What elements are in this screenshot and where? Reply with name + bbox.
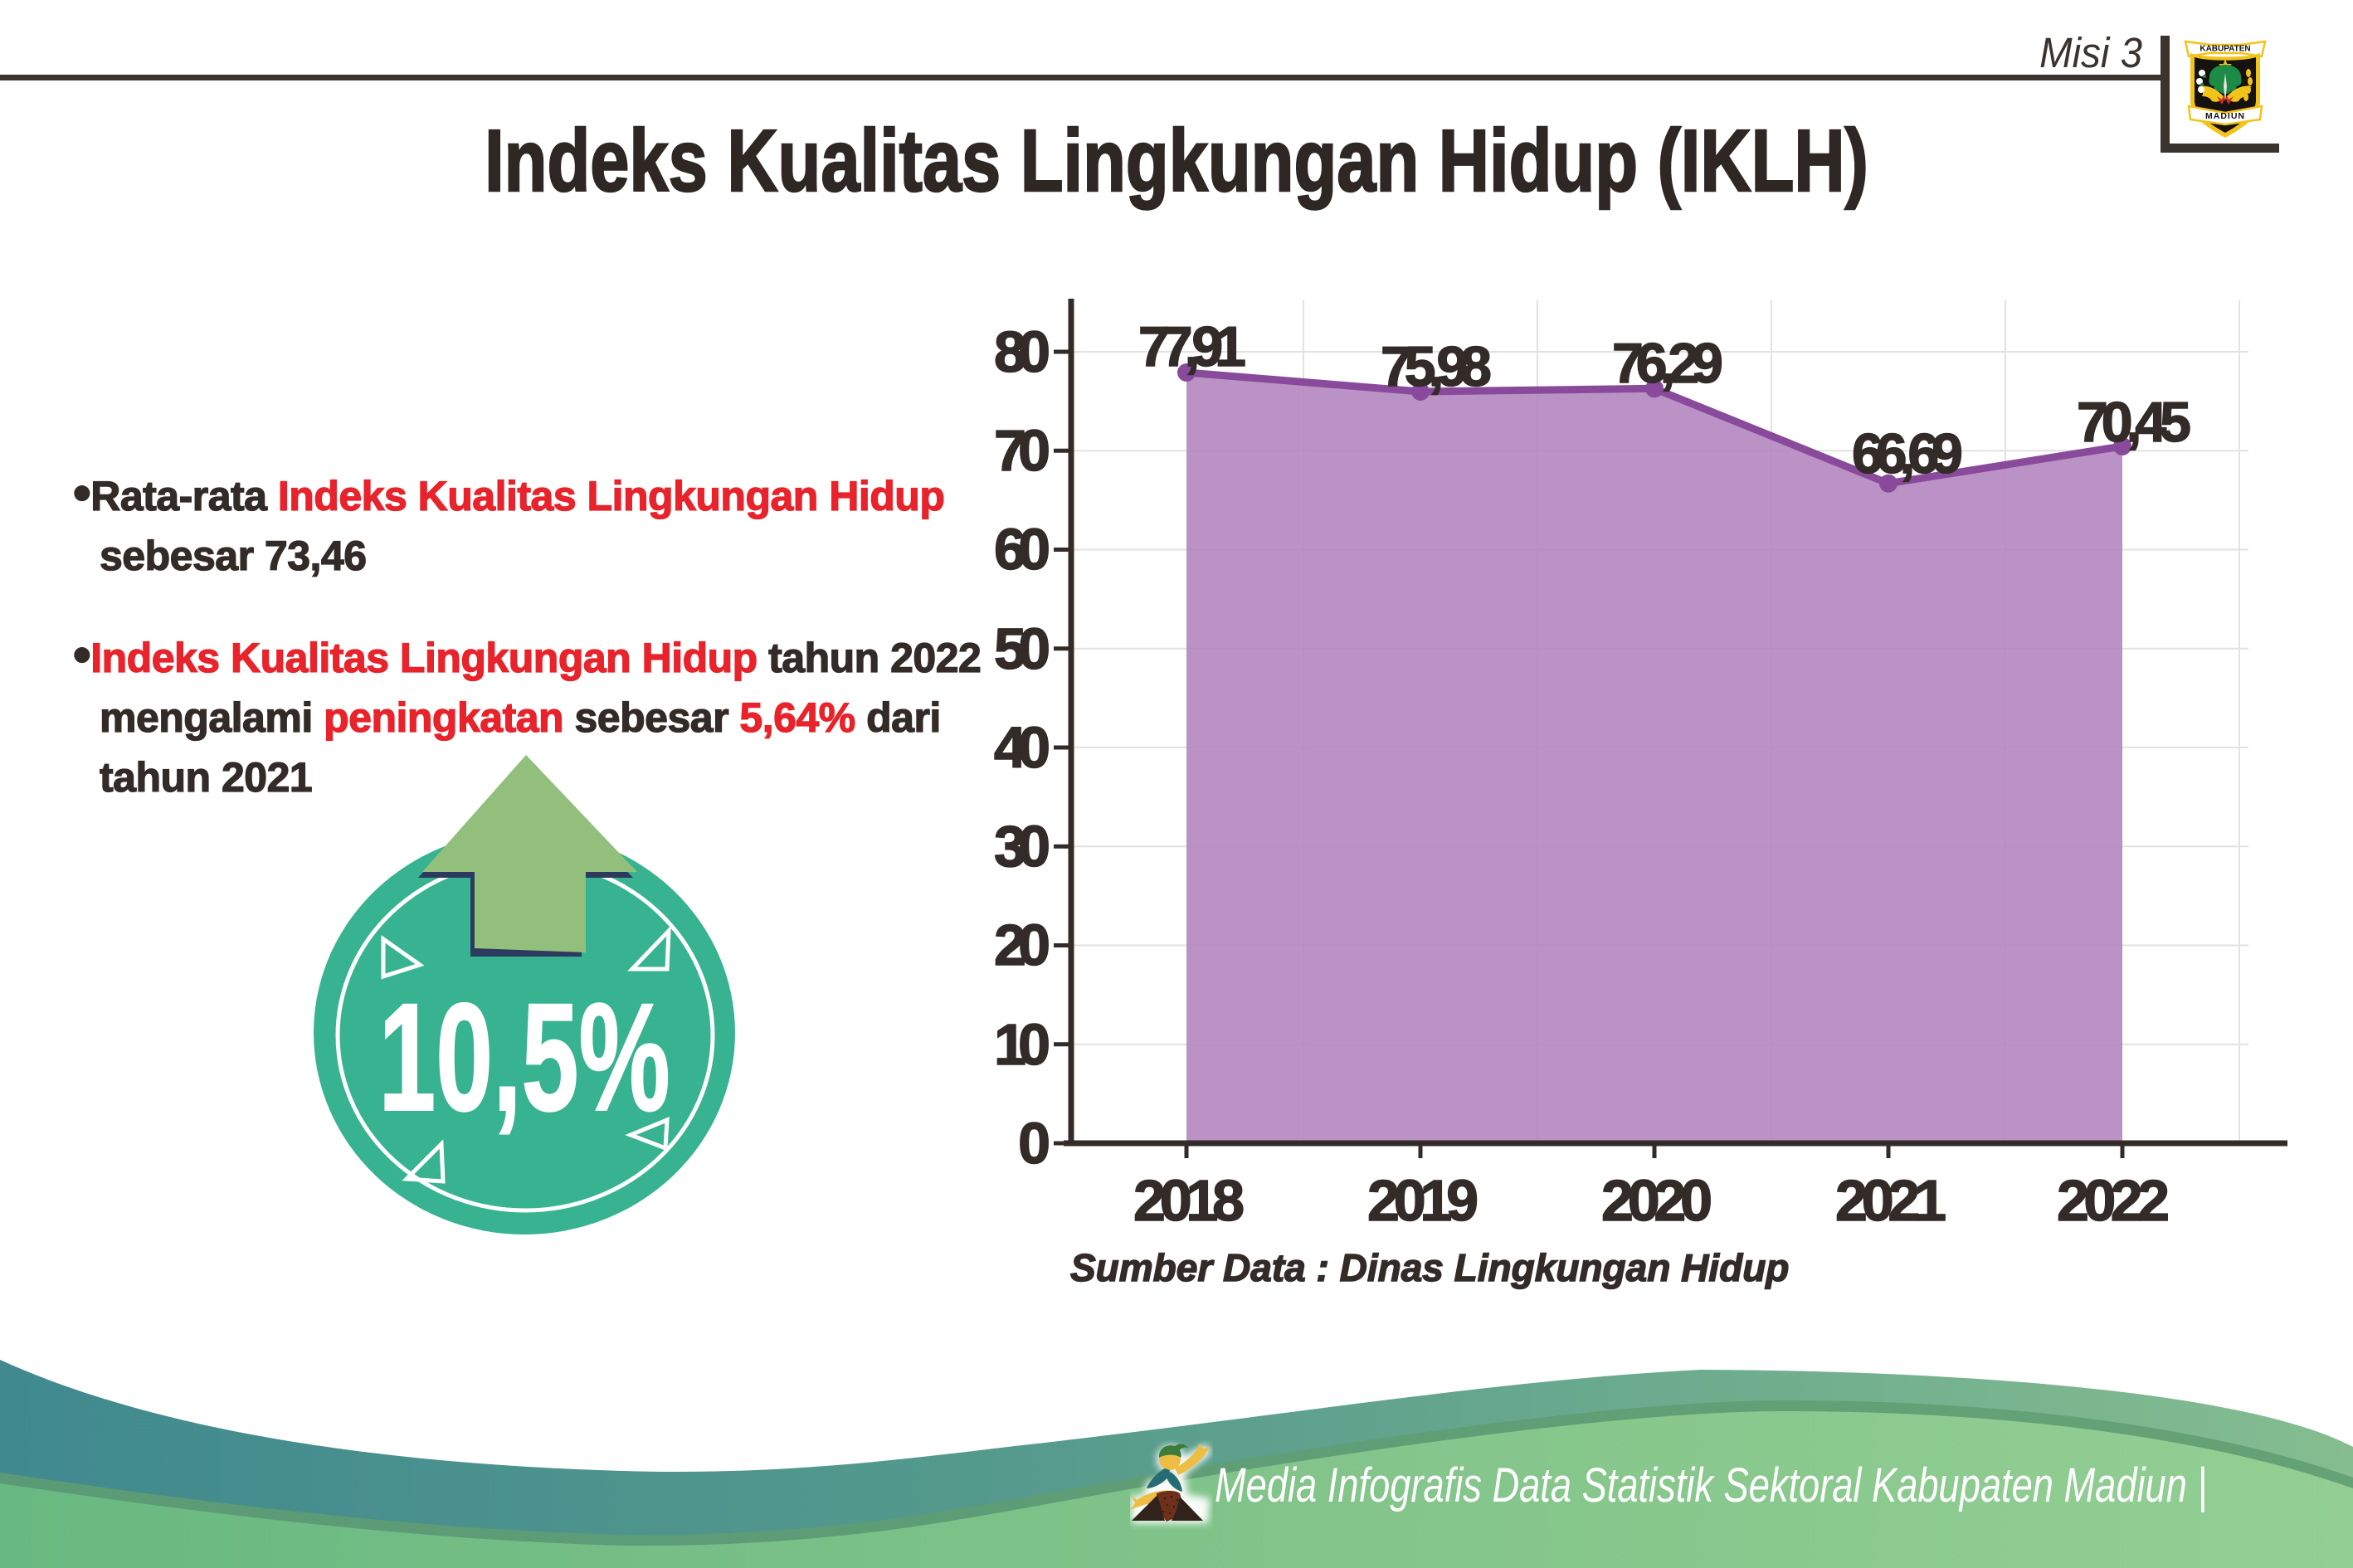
svg-text:50: 50 — [994, 616, 1050, 681]
svg-text:77,91: 77,91 — [1138, 315, 1246, 378]
svg-text:76,29: 76,29 — [1612, 332, 1723, 395]
svg-text:30: 30 — [994, 814, 1050, 879]
svg-text:2019: 2019 — [1367, 1168, 1479, 1233]
svg-text:60: 60 — [994, 517, 1050, 582]
svg-text:2021: 2021 — [1835, 1168, 1946, 1233]
svg-text:10: 10 — [994, 1012, 1050, 1077]
svg-text:70,45: 70,45 — [2077, 391, 2191, 454]
svg-text:66,69: 66,69 — [1852, 422, 1963, 485]
svg-text:KABUPATEN: KABUPATEN — [2200, 45, 2250, 54]
svg-text:Sumber Data : Dinas Lingkungan: Sumber Data : Dinas Lingkungan Hidup — [1070, 1246, 1789, 1289]
svg-text:70: 70 — [994, 418, 1050, 483]
svg-text:10,5%: 10,5% — [378, 971, 670, 1143]
svg-text:0: 0 — [1018, 1111, 1050, 1176]
svg-text:2018: 2018 — [1133, 1168, 1245, 1233]
svg-text:2020: 2020 — [1601, 1168, 1712, 1233]
svg-text:40: 40 — [994, 715, 1050, 780]
svg-text:2022: 2022 — [2057, 1168, 2170, 1233]
svg-text:20: 20 — [994, 913, 1050, 977]
svg-text:MADIUN: MADIUN — [2205, 111, 2245, 121]
svg-text:80: 80 — [994, 319, 1050, 384]
svg-text:75,98: 75,98 — [1381, 335, 1492, 398]
